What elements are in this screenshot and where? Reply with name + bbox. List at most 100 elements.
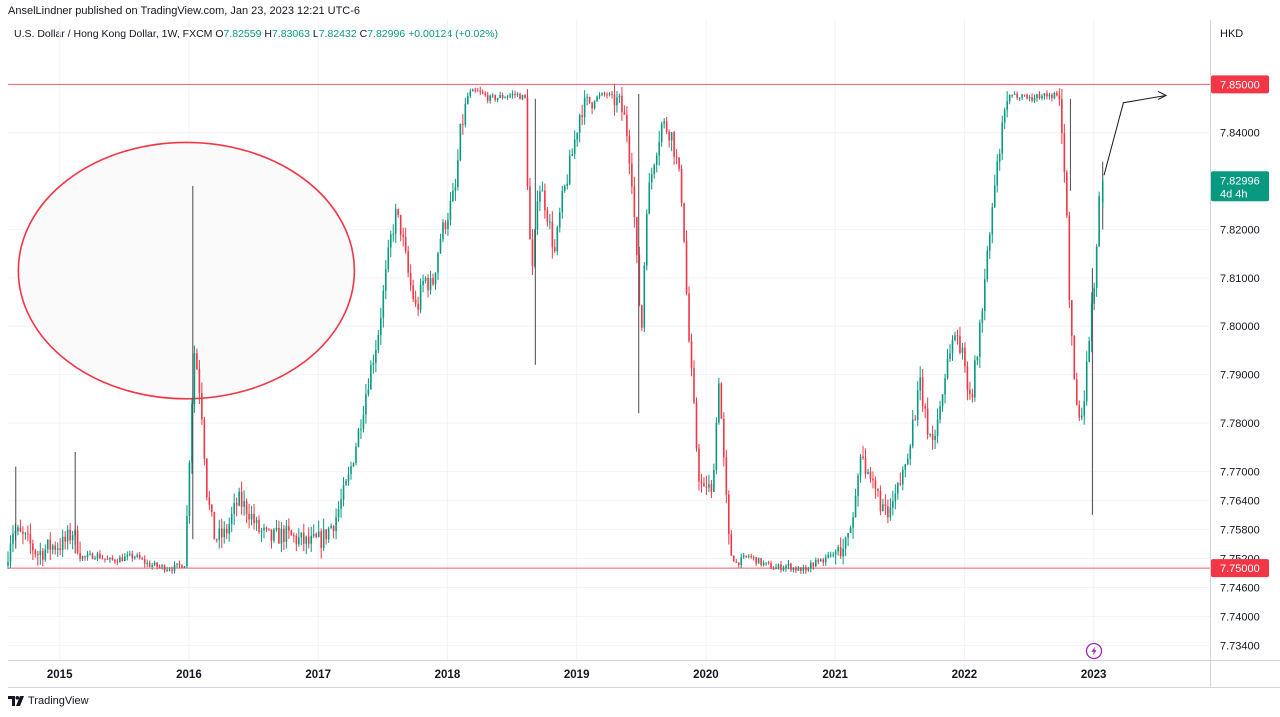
candle-body	[715, 422, 718, 470]
candle-body	[238, 491, 240, 506]
candle-body	[260, 530, 263, 532]
candlestick-series	[7, 83, 1104, 574]
candle-body	[864, 458, 867, 474]
level-price-tag	[1211, 75, 1269, 94]
candle-body	[678, 157, 680, 169]
candle-body	[1008, 95, 1011, 102]
candle-body	[961, 347, 964, 353]
bar-countdown-label: 4d 4h	[1220, 188, 1248, 200]
candle-body	[926, 408, 929, 435]
candle-body	[735, 561, 738, 563]
candle-body	[404, 236, 407, 252]
ohlc-low-value: 7.82432	[318, 28, 357, 40]
candle-body	[934, 435, 936, 440]
candle-body	[561, 190, 564, 213]
candle-body	[539, 191, 541, 202]
candle-body	[116, 561, 119, 563]
candle-body	[27, 533, 29, 535]
candle-body	[750, 556, 752, 558]
candle-body	[747, 556, 750, 558]
time-tick-label: 2022	[952, 669, 978, 681]
candle-body	[730, 534, 733, 556]
candle-body	[37, 554, 39, 556]
candle-body	[39, 551, 42, 556]
candle-body	[872, 478, 874, 481]
lightning-icon[interactable]	[1085, 642, 1103, 660]
candle-body	[462, 123, 464, 125]
candle-body	[278, 527, 280, 544]
price-tick-label: 7.78000	[1220, 418, 1260, 430]
candle-body	[683, 203, 685, 242]
candle-body	[563, 185, 566, 191]
candle-body	[509, 95, 511, 97]
candle-body	[380, 317, 382, 336]
candle-body	[544, 190, 546, 211]
candle-body	[114, 559, 116, 562]
candle-body	[268, 528, 270, 530]
candle-body	[161, 565, 163, 567]
candle-body	[1083, 401, 1086, 416]
candle-body	[536, 201, 539, 230]
candle-body	[327, 528, 330, 540]
time-tick-label: 2023	[1081, 669, 1107, 681]
candle-body	[362, 414, 365, 429]
candle-body	[206, 458, 208, 498]
last-price-tag	[1211, 171, 1269, 202]
candle-body	[44, 549, 47, 560]
candle-body	[275, 527, 278, 530]
candle-body	[641, 305, 643, 328]
time-tick-label: 2016	[176, 669, 202, 681]
candle-body	[653, 164, 656, 175]
candle-body	[929, 433, 931, 435]
candle-body	[944, 378, 946, 395]
candle-body	[688, 293, 690, 342]
price-tick-label: 7.82000	[1220, 224, 1260, 236]
candle-body	[613, 94, 616, 106]
candle-body	[1038, 94, 1041, 99]
candle-body	[464, 103, 467, 125]
symbol-name: U.S. Dollar / Hong Kong Dollar, 1W, FXCM	[14, 28, 213, 40]
candle-body	[713, 469, 715, 492]
candle-body	[191, 404, 193, 463]
candle-body	[541, 190, 544, 192]
candle-body	[752, 556, 755, 558]
candle-body	[732, 555, 735, 562]
tradingview-logo[interactable]: TradingView	[8, 695, 89, 707]
price-tick-label: 7.77000	[1220, 466, 1260, 478]
candle-body	[76, 530, 79, 553]
candle-body	[904, 464, 907, 470]
candle-body	[807, 568, 810, 571]
candle-body	[1063, 133, 1066, 173]
candle-body	[429, 278, 432, 291]
candle-body	[601, 93, 603, 96]
candle-body	[173, 564, 176, 571]
candle-body	[258, 519, 260, 532]
candle-body	[273, 529, 275, 541]
candle-body	[663, 121, 665, 124]
candle-body	[862, 456, 864, 459]
candle-body	[852, 517, 854, 528]
candle-body	[511, 93, 514, 96]
candle-body	[802, 567, 805, 571]
candle-body	[481, 91, 484, 94]
candle-body	[228, 523, 231, 534]
candle-body	[608, 93, 611, 96]
candle-body	[708, 484, 710, 488]
candle-body	[1016, 93, 1018, 98]
chart-axes	[8, 20, 1280, 688]
candle-body	[340, 499, 342, 510]
candle-body	[452, 190, 454, 201]
candle-body	[387, 247, 390, 270]
candle-body	[474, 89, 477, 91]
candle-body	[849, 527, 852, 533]
candle-body	[469, 91, 472, 96]
candle-body	[976, 356, 979, 361]
level-price-tag-label: 7.85000	[1220, 79, 1260, 91]
candle-body	[427, 278, 429, 291]
candle-body	[330, 526, 332, 529]
candle-body	[283, 528, 285, 542]
candle-body	[740, 556, 743, 566]
candle-body	[775, 567, 777, 570]
candle-body	[549, 221, 551, 223]
